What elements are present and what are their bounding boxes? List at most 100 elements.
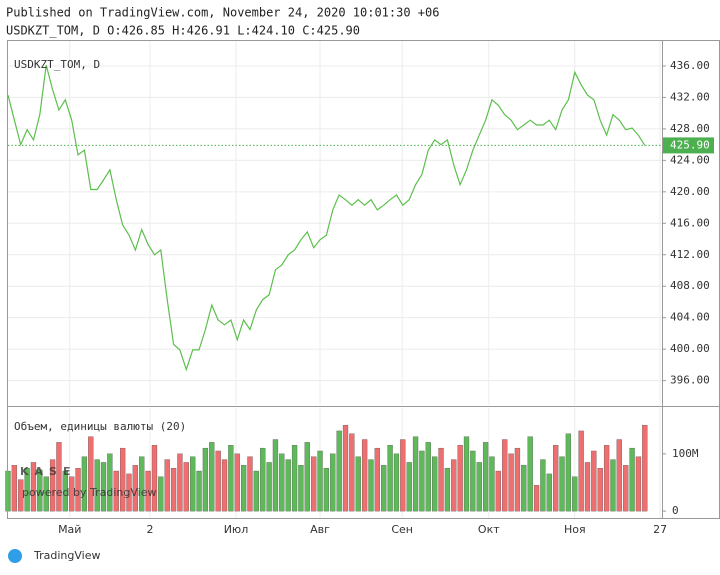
volume-bar <box>584 462 591 512</box>
volume-bar <box>151 445 158 512</box>
volume-bar <box>565 433 572 512</box>
symbol-legend: USDKZT_TOM, D <box>14 58 100 71</box>
volume-bar <box>139 456 145 512</box>
volume-bar <box>368 459 374 512</box>
x-tick-label: Авг <box>310 523 330 536</box>
volume-bar <box>272 439 279 512</box>
volume-bar <box>18 479 24 512</box>
volume-bar <box>412 436 419 512</box>
volume-bar <box>126 473 132 512</box>
volume-bar <box>298 465 304 512</box>
y-tick-label: 408.00 <box>670 279 710 292</box>
y-tick-label: 424.00 <box>670 153 710 166</box>
volume-bar <box>266 462 272 512</box>
volume-bar <box>616 439 622 512</box>
volume-bar <box>202 447 209 512</box>
x-tick-label: Сен <box>391 523 413 536</box>
volume-bar <box>30 462 37 512</box>
volume-legend: Объем, единицы валюты (20) <box>14 420 186 433</box>
volume-bar <box>88 436 94 512</box>
volume-bar <box>387 445 393 512</box>
y-tick-label: 412.00 <box>670 248 710 261</box>
volume-bar <box>228 445 234 512</box>
volume-bar <box>342 425 349 512</box>
volume-bar <box>11 465 18 512</box>
volume-bar <box>240 465 247 512</box>
price-line <box>7 65 646 372</box>
volume-bar <box>196 470 202 512</box>
volume-bar <box>37 469 43 512</box>
volume-bar <box>527 436 533 512</box>
volume-bar <box>489 456 495 512</box>
volume-bar <box>610 459 616 512</box>
volume-bar <box>107 453 113 512</box>
volume-bar <box>323 468 330 512</box>
volume-bar <box>495 470 501 512</box>
volume-bar <box>49 459 56 512</box>
volume-bar <box>177 453 183 512</box>
y-tick-label: 428.00 <box>670 122 710 135</box>
volume-bar <box>438 447 444 512</box>
volume-bar <box>355 456 361 512</box>
ohlc-line: USDKZT_TOM, D O:426.85 H:426.91 L:424.10… <box>6 24 360 38</box>
volume-bar <box>559 456 565 512</box>
volume-bar <box>221 459 228 512</box>
watermark-powered: powered by TradingView <box>22 486 156 499</box>
volume-bar <box>521 465 527 512</box>
volume-bar <box>476 462 482 512</box>
volume-bar <box>457 445 463 512</box>
volume-bar <box>553 445 559 512</box>
volume-bar <box>285 459 291 512</box>
y-tick-label: 0 <box>672 504 679 517</box>
volume-bar <box>361 439 368 512</box>
volume-bar <box>635 456 642 512</box>
volume-bar <box>183 462 189 512</box>
volume-bar <box>623 465 629 512</box>
logo-icon <box>8 549 22 563</box>
volume-bar <box>591 450 597 512</box>
volume-bar <box>190 456 196 512</box>
volume-bar <box>533 485 540 512</box>
volume-bar <box>253 470 259 512</box>
y-tick-label: 432.00 <box>670 90 710 103</box>
footer-logo: TradingView <box>8 549 100 563</box>
volume-bar <box>470 450 476 512</box>
volume-bar <box>145 470 151 512</box>
y-tick-label: 400.00 <box>670 342 710 355</box>
volume-bar <box>132 465 138 512</box>
volume-bar <box>158 476 164 512</box>
volume-bar <box>546 473 552 512</box>
volume-bar <box>311 456 317 512</box>
volume-bar <box>642 425 648 512</box>
x-tick-label: 27 <box>653 523 667 536</box>
x-tick-label: Май <box>58 523 81 536</box>
volume-bar <box>578 430 584 512</box>
volume-bar <box>572 476 578 512</box>
volume-bar <box>374 447 380 512</box>
volume-bar <box>260 447 266 512</box>
volume-bar <box>304 442 310 512</box>
volume-bar <box>215 450 221 512</box>
x-tick-label: Окт <box>478 523 500 536</box>
volume-bar <box>451 459 457 512</box>
volume-bar <box>113 470 119 512</box>
volume-bar <box>317 450 323 512</box>
volume-bar <box>432 456 438 512</box>
volume-bar <box>56 442 62 512</box>
last-price-label: 425.90 <box>670 138 710 151</box>
volume-bar <box>279 453 285 512</box>
y-tick-label: 420.00 <box>670 185 710 198</box>
volume-bar <box>209 442 215 512</box>
last-price-box <box>662 137 714 154</box>
volume-bar <box>119 447 126 512</box>
chart: Май 2 Июл Авг Сен Окт Ноя 27 396.00 400.00 404.00 4… <box>5 40 714 536</box>
volume-bar <box>463 436 470 512</box>
y-tick-label: 100M <box>672 447 699 460</box>
volume-bar <box>164 459 170 512</box>
volume-bar <box>234 453 240 512</box>
volume-bar <box>629 447 635 512</box>
volume-bar <box>425 442 431 512</box>
volume-bar <box>336 430 342 512</box>
volume-bar <box>24 468 30 512</box>
